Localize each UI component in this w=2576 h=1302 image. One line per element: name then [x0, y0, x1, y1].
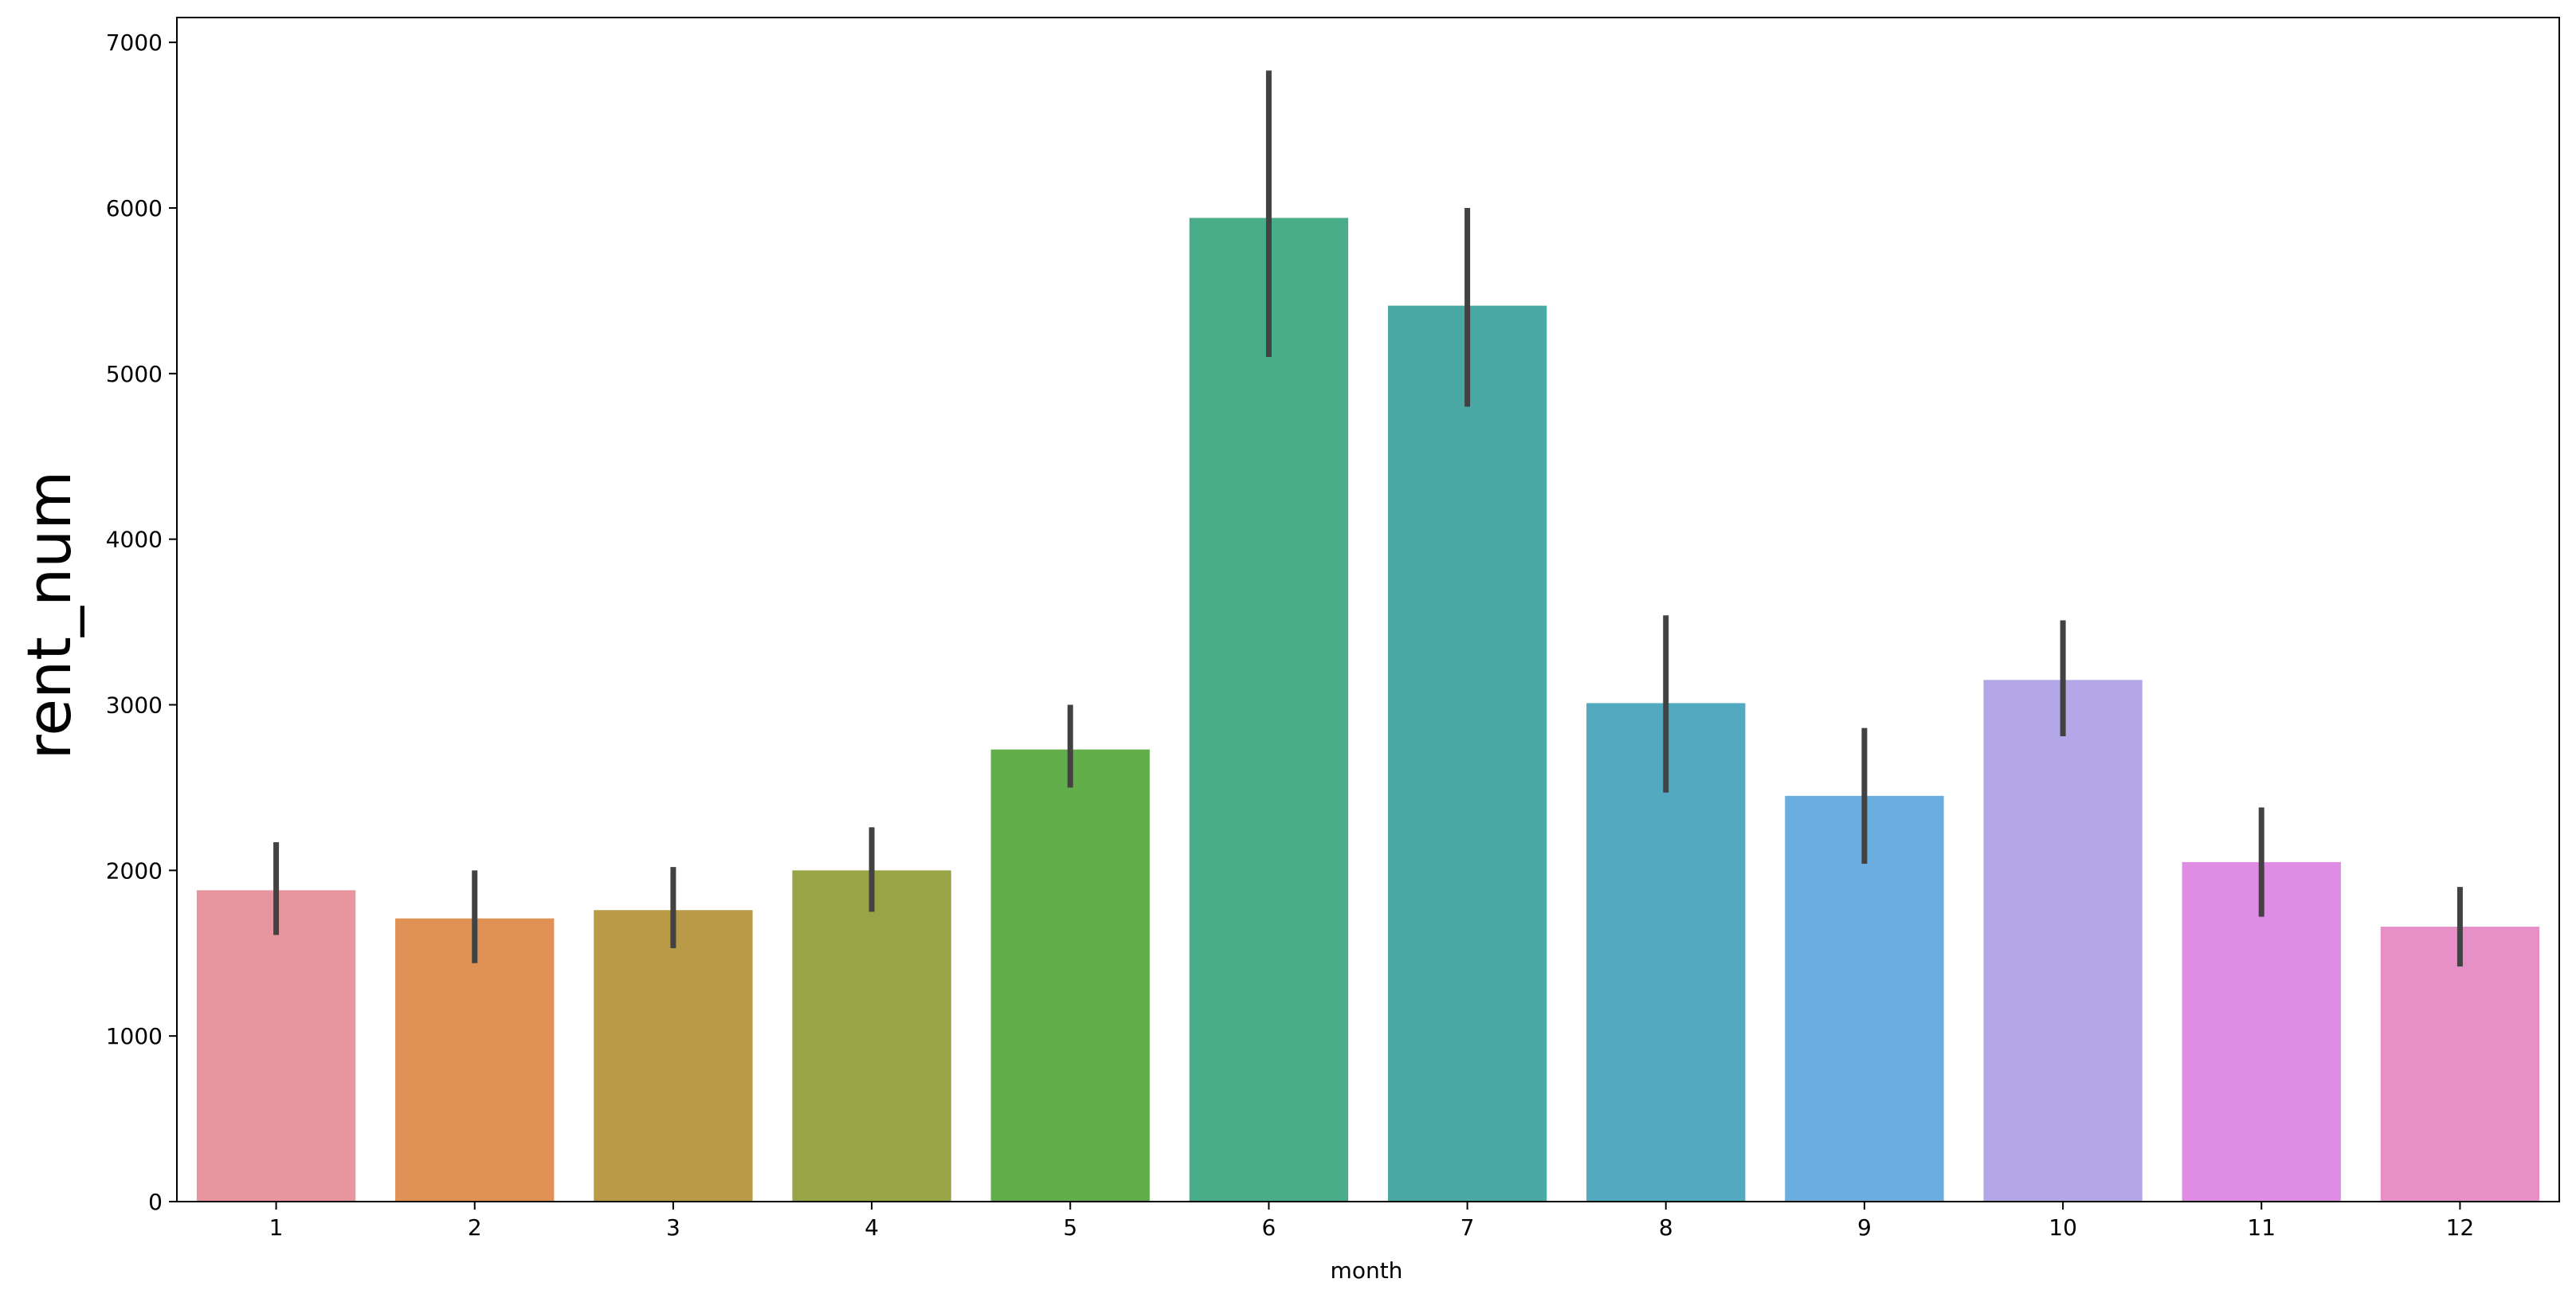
x-tick-label: 7 [1461, 1214, 1475, 1241]
axes-frame [176, 17, 2560, 1202]
bar-month-4 [792, 870, 951, 1202]
bar-month-12 [2380, 926, 2540, 1202]
x-tick-label: 10 [2049, 1214, 2077, 1241]
y-tick-label: 5000 [106, 361, 163, 387]
x-tick-label: 5 [1063, 1214, 1077, 1241]
ticks-layer: 1 2 3 4 5 6 7 8 9 10 11 120100020003000400050006000… [106, 29, 2475, 1241]
y-tick-label: 6000 [106, 195, 163, 222]
y-tick-label: 4000 [106, 527, 163, 553]
x-tick-label: 2 [468, 1214, 482, 1241]
x-tick-label: 6 [1262, 1214, 1276, 1241]
x-tick-label: 3 [666, 1214, 680, 1241]
x-tick-label: 8 [1659, 1214, 1673, 1241]
bar-month-7 [1387, 305, 1547, 1202]
bar-month-3 [594, 910, 753, 1202]
x-tick-label: 12 [2446, 1214, 2475, 1241]
bar-month-5 [990, 749, 1150, 1202]
y-tick-label: 3000 [106, 692, 163, 719]
bar-month-2 [395, 918, 555, 1202]
bars-layer [196, 218, 2540, 1202]
y-axis-title: rent_num [14, 471, 84, 760]
bar-month-10 [1983, 680, 2143, 1202]
x-tick-label: 4 [865, 1214, 879, 1241]
x-tick-label: 9 [1857, 1214, 1872, 1241]
error-bars-layer [273, 70, 2463, 967]
y-tick-label: 0 [148, 1189, 163, 1215]
bar-month-11 [2182, 861, 2341, 1202]
bar-month-1 [196, 890, 356, 1202]
y-tick-label: 7000 [106, 29, 163, 56]
x-tick-label: 11 [2247, 1214, 2276, 1241]
bar-month-6 [1189, 218, 1349, 1202]
plot-frame [176, 17, 2560, 1202]
y-tick-label: 1000 [106, 1023, 163, 1049]
x-tick-label: 1 [269, 1214, 284, 1241]
x-axis-title: month [1331, 1257, 1403, 1284]
y-tick-label: 2000 [106, 857, 163, 884]
